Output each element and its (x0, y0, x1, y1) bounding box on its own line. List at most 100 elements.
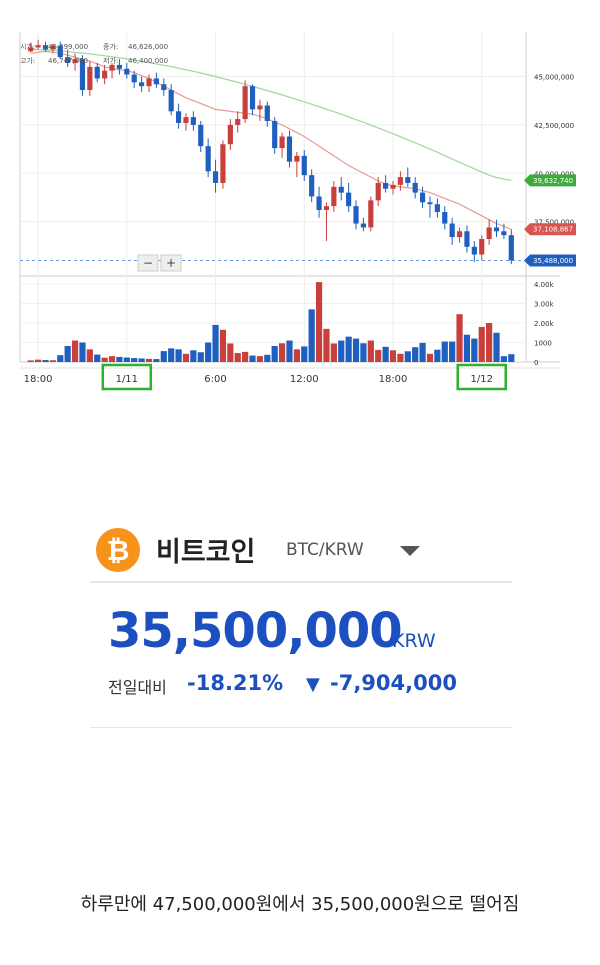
volume-bars (27, 282, 515, 362)
volume-bar (315, 282, 323, 362)
candle (397, 171, 403, 191)
volume-bar (101, 357, 108, 362)
change-amount: -7,904,000 (330, 671, 457, 695)
coin-pair: BTC/KRW (286, 540, 364, 560)
ohlc-low-value: 46,400,000 (128, 57, 168, 65)
ticker-header: ₿ 비트코인 BTC/KRW (96, 522, 516, 582)
candle (360, 217, 367, 232)
candle-body (42, 45, 49, 50)
volume-bar (278, 343, 286, 362)
candle (456, 227, 463, 243)
ohlc-close-label: 종가: (103, 42, 118, 51)
candle (471, 240, 477, 263)
volume-bar (212, 324, 219, 362)
volume-bar (360, 343, 367, 362)
volume-bar (34, 359, 42, 362)
ma-long-line (30, 48, 512, 181)
candle-body (360, 223, 367, 228)
volume-bar (500, 356, 508, 362)
volume-bar (138, 358, 145, 362)
candle-body (57, 45, 63, 58)
x-tick-label: 6:00 (204, 374, 226, 385)
candle-body (94, 66, 100, 79)
candle-body (390, 184, 396, 189)
volume-bar (205, 342, 212, 362)
candle-body (212, 171, 219, 183)
candle-body (405, 177, 411, 183)
candle (383, 175, 389, 193)
zoom-in-button[interactable] (160, 254, 182, 272)
ohlc-open-label: 시가: (20, 42, 35, 51)
candle (57, 41, 63, 60)
candle-body (72, 59, 78, 63)
candle-body (346, 192, 352, 207)
candle-body (427, 202, 433, 205)
price-tag-box (524, 223, 576, 236)
volume-bar (160, 351, 167, 362)
volume-bar (419, 342, 426, 362)
zoom-out-button[interactable] (137, 254, 159, 272)
volume-bar (271, 346, 278, 362)
candle (353, 200, 359, 230)
candle (42, 41, 49, 52)
candle (146, 74, 152, 92)
volume-bar (486, 323, 493, 362)
volume-bar (382, 346, 389, 362)
candle-body (501, 231, 507, 236)
ohlc-close-value: 46,626,000 (128, 43, 168, 51)
candle (198, 121, 204, 152)
chevron-down-icon[interactable] (400, 546, 420, 556)
candle (50, 43, 56, 54)
volume-bar (94, 354, 101, 362)
candle (316, 186, 322, 218)
change-label: 전일대비 (108, 678, 167, 697)
candle (79, 55, 86, 96)
candle-body (175, 111, 182, 123)
volume-bar (471, 338, 478, 362)
candle (493, 219, 500, 238)
candle (405, 167, 411, 187)
zoom-out-icon: − (143, 256, 153, 270)
candle (175, 103, 182, 129)
price-tag-label: 39,632,740 (533, 177, 573, 185)
candle-body (353, 206, 359, 224)
candle (486, 219, 492, 245)
chart-grid (19, 32, 560, 369)
candles (28, 39, 514, 265)
price-chart: 45,000,000 42,500,000 40,000,000 37,500,000… (19, 32, 576, 391)
candle-body (419, 192, 426, 203)
candle (412, 177, 418, 199)
bitcoin-icon: ₿ (96, 528, 140, 572)
volume-bar (190, 350, 197, 362)
candle (434, 198, 440, 218)
candle-body (479, 239, 485, 255)
volume-bar (131, 358, 138, 362)
candle-body (87, 66, 93, 91)
volume-bar (323, 328, 330, 362)
volume-tick-label: 3.00k (534, 301, 555, 309)
price-tags: 39,632,740 37,108,867 35,488,000 (524, 174, 576, 267)
volume-bar (352, 338, 360, 362)
volume-bar (64, 346, 71, 362)
candle-body (309, 175, 315, 197)
candle (131, 70, 137, 89)
candle-body (449, 223, 455, 238)
candle (183, 113, 189, 131)
candle-body (272, 121, 278, 149)
coin-name: 비트코인 (156, 537, 256, 568)
volume-tick-label: 1000 (534, 340, 552, 348)
volume-bar (123, 357, 130, 362)
candle-body (301, 155, 307, 176)
volume-bar (234, 353, 241, 362)
candle-body (205, 146, 211, 172)
volume-bar (197, 352, 204, 362)
candle (272, 117, 278, 154)
candle-body (264, 105, 270, 122)
candle-body (220, 144, 226, 183)
volume-bar (86, 349, 93, 362)
price-tag-box (524, 254, 576, 267)
down-arrow-icon: ▼ (306, 674, 320, 695)
candle (309, 169, 315, 203)
candle-body (331, 186, 337, 207)
candle-body (102, 70, 108, 79)
